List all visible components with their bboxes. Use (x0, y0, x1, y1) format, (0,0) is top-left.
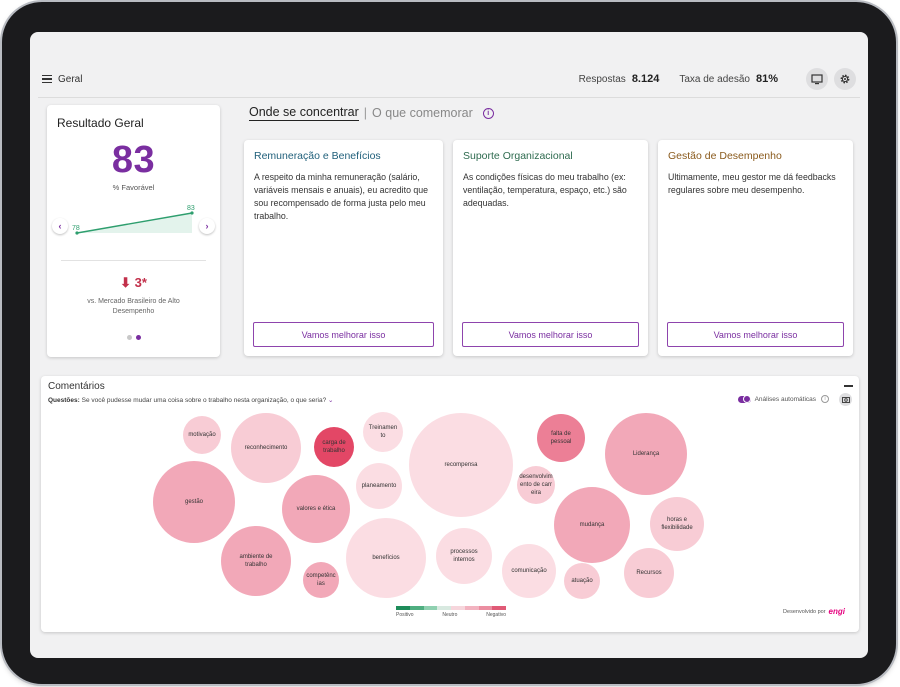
focus-card-title: Gestão de Desempenho (668, 150, 782, 162)
bubble-valores-e-etica[interactable]: valores e ética (282, 475, 350, 543)
bubble-gestao[interactable]: gestão (153, 461, 235, 543)
legend-gradient (396, 606, 506, 610)
bubble-competencias[interactable]: competências (303, 562, 339, 598)
bubble-falta-de-pessoal[interactable]: falta de pessoal (537, 414, 585, 462)
result-title: Resultado Geral (57, 116, 144, 130)
page-dot-1[interactable] (126, 335, 132, 340)
focus-tabs: Onde se concentrar | O que comemorar i (249, 105, 494, 121)
tab-focus[interactable]: Onde se concentrar (249, 105, 359, 121)
sentiment-legend: Positivo Neutro Negativo (396, 606, 506, 618)
comments-title: Comentários (48, 381, 105, 392)
breadcrumb[interactable]: Geral (58, 73, 83, 85)
result-divider (61, 260, 206, 261)
top-divider (38, 97, 860, 98)
camera-button[interactable] (839, 393, 852, 406)
question-text: Se você pudesse mudar uma coisa sobre o … (81, 397, 327, 404)
legend-positive: Positivo (396, 612, 414, 618)
comments-panel: Comentários Questões: Se você pudesse mu… (41, 376, 859, 632)
bubble-lideranca[interactable]: Liderança (605, 413, 687, 495)
powered-by-label: Desenvolvido por (783, 608, 826, 615)
responses-value: 8.124 (631, 73, 660, 85)
bubble-beneficios[interactable]: benefícios (346, 518, 426, 598)
spark-end-label: 83 (187, 205, 195, 212)
question-selector[interactable]: Questões: Se você pudesse mudar uma cois… (48, 396, 334, 404)
responses-label: Respostas (578, 73, 626, 85)
delta-caption: vs. Mercado Brasileiro de Alto Desempenh… (87, 298, 180, 315)
legend-neutral: Neutro (442, 612, 458, 618)
trend-sparkline: 78 83 (47, 199, 220, 249)
bubble-desenvolvimento-de-carreira[interactable]: desenvolvimento de carreira (517, 466, 555, 504)
bubble-atuacao[interactable]: atuação (564, 563, 600, 599)
score-caption: % Favorável (112, 183, 155, 192)
bubble-recursos[interactable]: Recursos (624, 548, 674, 598)
minimize-button[interactable] (844, 385, 853, 387)
bubble-carga-de-trabalho[interactable]: carga de trabalho (314, 427, 354, 467)
chevron-down-icon: ⌄ (328, 397, 334, 404)
arrow-down-icon: ⬇ (120, 275, 131, 290)
improve-button[interactable]: Vamos melhorar isso (667, 322, 844, 347)
overall-score: 83 (111, 139, 156, 181)
bubble-treinamento[interactable]: Treinamento (363, 412, 403, 452)
focus-card-text: As condições físicas do meu trabalho (ex… (463, 172, 627, 208)
focus-card-text: Ultimamente, meu gestor me dá feedbacks … (668, 172, 836, 195)
auto-analysis-toggle-wrap: Análises automáticas i (737, 395, 829, 403)
brand-logo: engi (828, 607, 845, 616)
app-screen: Geral Respostas 8.124 Taxa de adesão 81%… (30, 32, 868, 658)
prev-button[interactable]: ‹ (52, 218, 68, 234)
improve-button[interactable]: Vamos melhorar isso (253, 322, 434, 347)
word-bubble-chart: motivação reconhecimento carga de trabal… (41, 376, 859, 632)
focus-card-title: Suporte Organizacional (463, 150, 573, 162)
focus-card-remuneration: Remuneração e Benefícios A respeito da m… (244, 140, 443, 356)
chevron-left-icon: ‹ (58, 221, 62, 231)
focus-card-text: A respeito da minha remuneração (salário… (254, 172, 429, 221)
bubble-horas-e-flexibilidade[interactable]: horas e flexibilidade (650, 497, 704, 551)
info-icon[interactable]: i (482, 107, 494, 119)
improve-button[interactable]: Vamos melhorar isso (462, 322, 639, 347)
camera-icon (841, 397, 850, 403)
overall-result-card: Resultado Geral 83 % Favorável 78 83 ‹ ›… (47, 105, 220, 357)
bubble-ambiente-de-trabalho[interactable]: ambiente de trabalho (221, 526, 291, 596)
bubble-mudanca[interactable]: mudança (554, 487, 630, 563)
bubble-recompensa[interactable]: recompensa (409, 413, 513, 517)
next-button[interactable]: › (199, 218, 215, 234)
tab-separator: | (363, 106, 368, 120)
question-label: Questões: (48, 397, 80, 404)
auto-analysis-toggle[interactable] (737, 395, 751, 403)
adhesion-value: 81% (755, 73, 778, 85)
bubble-processos-internos[interactable]: processos internos (436, 528, 492, 584)
bubble-planeamento[interactable]: planeamento (356, 463, 402, 509)
info-icon[interactable]: i (821, 395, 829, 403)
toggle-label: Análises automáticas (754, 395, 816, 403)
chevron-right-icon: › (205, 221, 209, 231)
bubble-motivacao[interactable]: motivação (183, 416, 221, 454)
bubble-reconhecimento[interactable]: reconhecimento (231, 413, 301, 483)
powered-by: Desenvolvido por engi (783, 607, 845, 616)
bubble-comunicacao[interactable]: comunicação (502, 544, 556, 598)
legend-negative: Negativo (486, 612, 506, 618)
focus-card-performance: Gestão de Desempenho Ultimamente, meu ge… (658, 140, 853, 356)
delta-value: ⬇ 3* (47, 275, 220, 291)
settings-button[interactable] (834, 68, 856, 90)
monitor-icon (811, 73, 823, 84)
menu-icon[interactable] (42, 75, 52, 83)
gear-icon (840, 74, 850, 84)
tab-celebrate[interactable]: O que comemorar (372, 106, 473, 120)
spark-start-label: 78 (72, 225, 80, 232)
delta-number: 3* (134, 275, 147, 290)
focus-card-title: Remuneração e Benefícios (254, 150, 381, 162)
page-dots (47, 335, 220, 340)
top-bar: Geral Respostas 8.124 Taxa de adesão 81% (30, 61, 868, 97)
page-dot-2[interactable] (135, 335, 141, 340)
adhesion-label: Taxa de adesão (679, 73, 750, 85)
stats: Respostas 8.124 Taxa de adesão 81% (579, 68, 856, 90)
monitor-button[interactable] (806, 68, 828, 90)
focus-card-support: Suporte Organizacional As condições físi… (453, 140, 648, 356)
